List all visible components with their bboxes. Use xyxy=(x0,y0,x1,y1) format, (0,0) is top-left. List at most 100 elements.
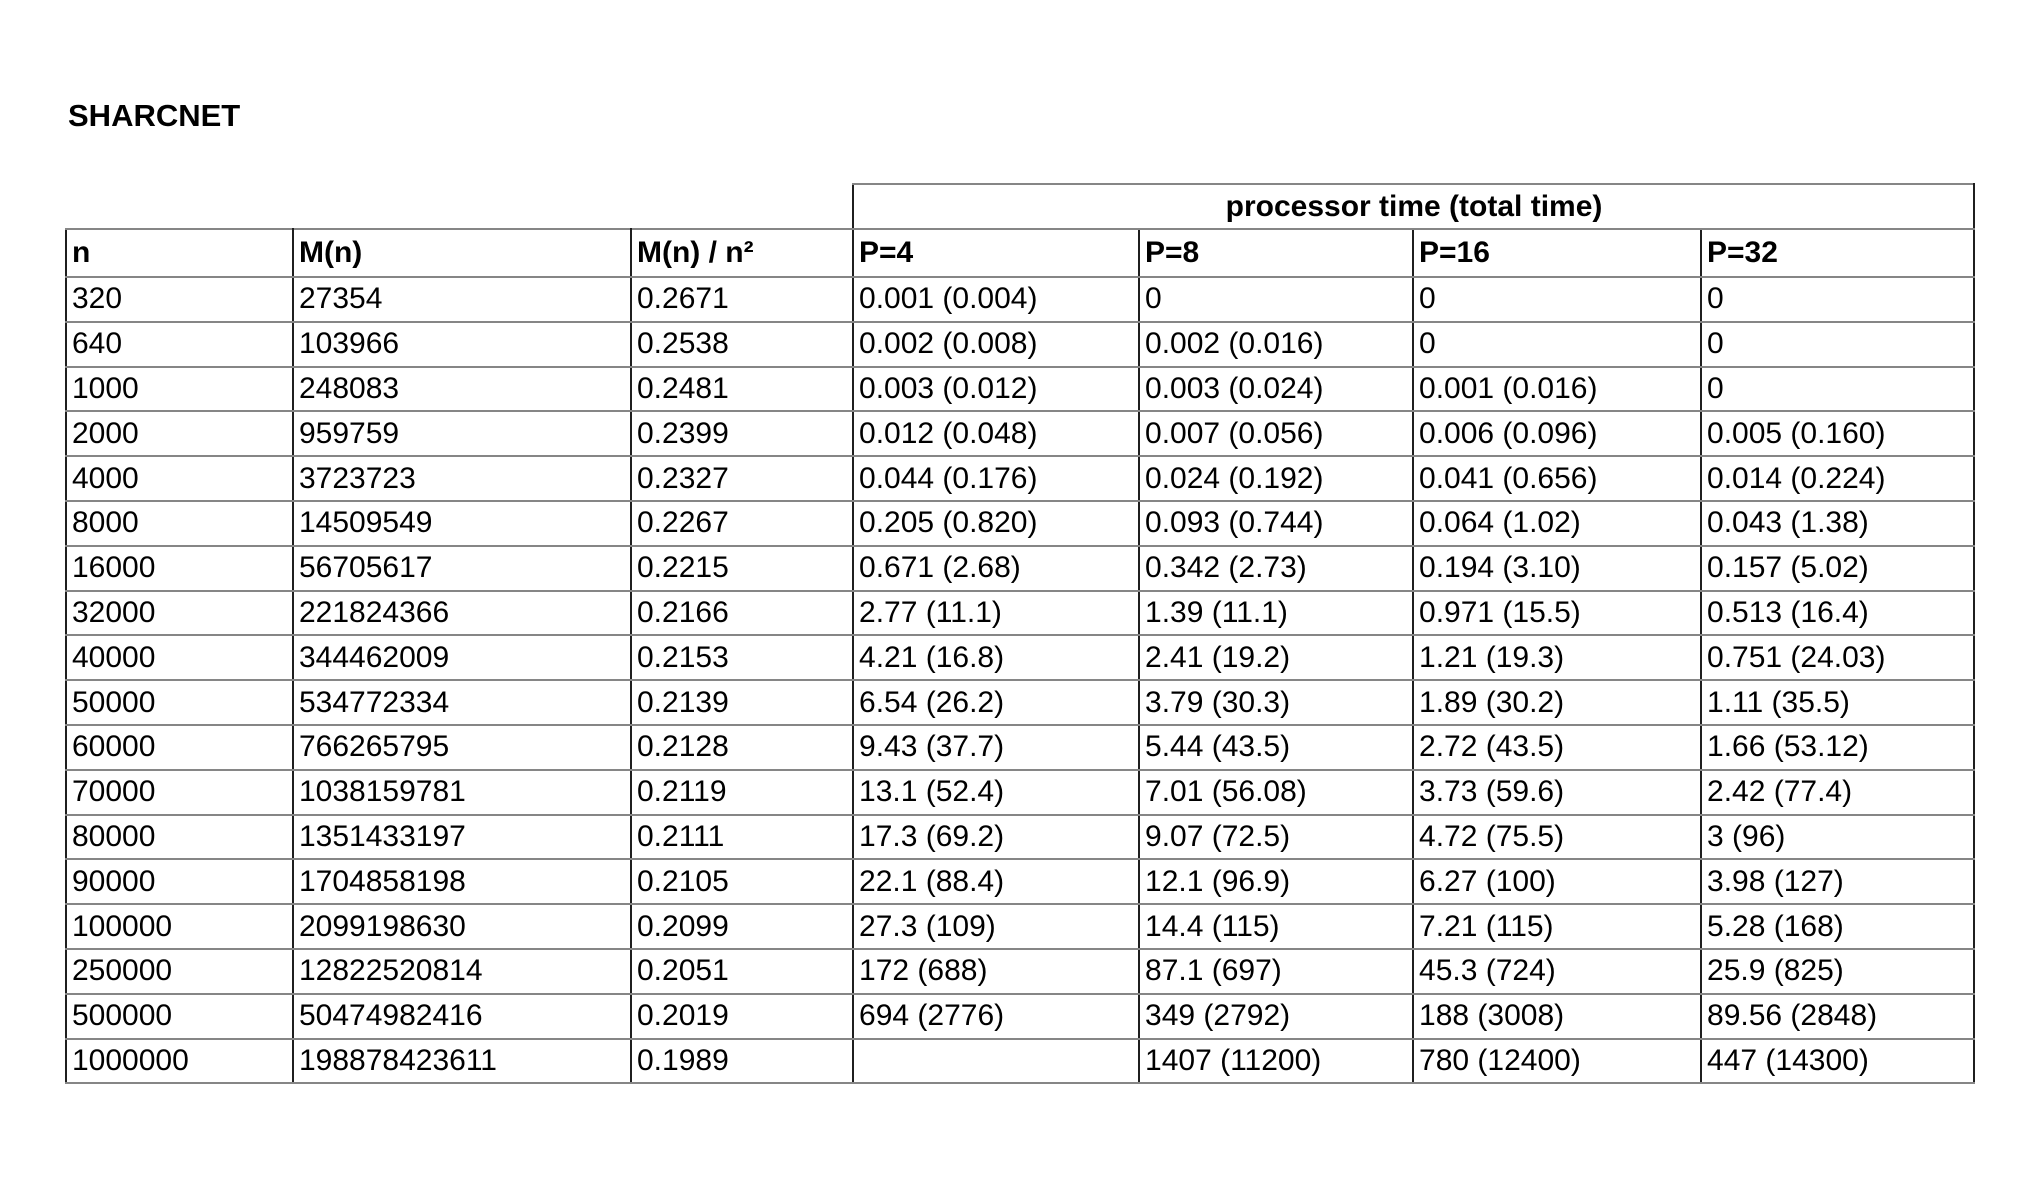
cell: 172 (688) xyxy=(852,947,1141,995)
column-header-row: n M(n) M(n) / n² P=4 P=8 P=16 P=32 xyxy=(65,228,1976,278)
cell: 0.157 (5.02) xyxy=(1700,544,1976,592)
cell: 8000 xyxy=(65,499,294,547)
cell: 0.2128 xyxy=(629,723,855,771)
cell: 0 xyxy=(1700,365,1976,413)
cell: 100000 xyxy=(65,903,294,950)
cell: 0.001 (0.016) xyxy=(1412,365,1703,413)
cell: 0.2327 xyxy=(629,455,855,502)
cell: 0.194 (3.10) xyxy=(1412,544,1703,592)
cell: 9.07 (72.5) xyxy=(1138,813,1415,861)
cell: 188 (3008) xyxy=(1412,992,1703,1040)
cell: 198878423611 xyxy=(292,1037,632,1085)
table-row: 8000 14509549 0.2267 0.205 (0.820) 0.093 (0.… xyxy=(65,499,1976,547)
cell: 0 xyxy=(1700,276,1976,323)
cell: 45.3 (724) xyxy=(1412,947,1703,995)
cell: 1.66 (53.12) xyxy=(1700,723,1976,771)
cell: 4.21 (16.8) xyxy=(852,634,1141,682)
cell: 0 xyxy=(1700,320,1976,368)
cell: 344462009 xyxy=(292,634,632,682)
cell: 12822520814 xyxy=(292,947,632,995)
cell: 0.012 (0.048) xyxy=(852,410,1141,458)
cell: 6.54 (26.2) xyxy=(852,679,1141,726)
cell: 1351433197 xyxy=(292,813,632,861)
cell: 959759 xyxy=(292,410,632,458)
page-title: SHARCNET xyxy=(68,98,241,133)
cell: 32000 xyxy=(65,589,294,637)
cell: 0.2481 xyxy=(629,365,855,413)
cell: 4000 xyxy=(65,455,294,502)
cell: 0.003 (0.012) xyxy=(852,365,1141,413)
cell: 1704858198 xyxy=(292,858,632,906)
cell: 0.024 (0.192) xyxy=(1138,455,1415,502)
cell: 1.21 (19.3) xyxy=(1412,634,1703,682)
cell: 3.98 (127) xyxy=(1700,858,1976,906)
table-row: 16000 56705617 0.2215 0.671 (2.68) 0.342 (2.… xyxy=(65,544,1976,592)
cell: 2000 xyxy=(65,410,294,458)
cell: 0.2105 xyxy=(629,858,855,906)
cell: 0.2267 xyxy=(629,499,855,547)
cell: 0 xyxy=(1412,320,1703,368)
cell: 0.041 (0.656) xyxy=(1412,455,1703,502)
table-row: 40000 344462009 0.2153 4.21 (16.8) 2.41 (19.… xyxy=(65,634,1976,682)
cell: 1407 (11200) xyxy=(1138,1037,1415,1085)
cell: 0.006 (0.096) xyxy=(1412,410,1703,458)
cell: 0.2019 xyxy=(629,992,855,1040)
cell: 0.044 (0.176) xyxy=(852,455,1141,502)
column-header-2: M(n) / n² xyxy=(629,228,855,278)
cell: 3 (96) xyxy=(1700,813,1976,861)
cell: 0.971 (15.5) xyxy=(1412,589,1703,637)
cell: 3.73 (59.6) xyxy=(1412,768,1703,816)
column-header-5: P=16 xyxy=(1412,228,1703,278)
table-row: 320 27354 0.2671 0.001 (0.004) 0 0 0 xyxy=(65,276,1976,323)
cell: 6.27 (100) xyxy=(1412,858,1703,906)
column-header-0: n xyxy=(65,228,294,278)
table-row: 60000 766265795 0.2128 9.43 (37.7) 5.44 (43.… xyxy=(65,723,1976,771)
cell: 0.007 (0.056) xyxy=(1138,410,1415,458)
cell: 7.21 (115) xyxy=(1412,903,1703,950)
cell: 0.2119 xyxy=(629,768,855,816)
cell: 0.2153 xyxy=(629,634,855,682)
table-row: 32000 221824366 0.2166 2.77 (11.1) 1.39 (11.… xyxy=(65,589,1976,637)
cell: 0.1989 xyxy=(629,1037,855,1085)
table-row: 100000 2099198630 0.2099 27.3 (109) 14.4 (11… xyxy=(65,903,1976,950)
cell: 1000 xyxy=(65,365,294,413)
cell: 766265795 xyxy=(292,723,632,771)
column-header-6: P=32 xyxy=(1700,228,1976,278)
cell: 7.01 (56.08) xyxy=(1138,768,1415,816)
cell: 12.1 (96.9) xyxy=(1138,858,1415,906)
cell: 2.72 (43.5) xyxy=(1412,723,1703,771)
table-row: 250000 12822520814 0.2051 172 (688) 87.1 (69… xyxy=(65,947,1976,995)
cell: 0.005 (0.160) xyxy=(1700,410,1976,458)
cell: 2.77 (11.1) xyxy=(852,589,1141,637)
cell: 3723723 xyxy=(292,455,632,502)
cell xyxy=(852,1037,1141,1085)
cell: 5.28 (168) xyxy=(1700,903,1976,950)
span-header-spacer xyxy=(66,184,854,229)
cell: 248083 xyxy=(292,365,632,413)
results-table: processor time (total time) n M(n) M(n) / … xyxy=(65,183,1976,1085)
cell: 221824366 xyxy=(292,589,632,637)
table-row: 90000 1704858198 0.2105 22.1 (88.4) 12.1 (96… xyxy=(65,858,1976,906)
cell: 50474982416 xyxy=(292,992,632,1040)
cell: 694 (2776) xyxy=(852,992,1141,1040)
cell: 640 xyxy=(65,320,294,368)
column-header-3: P=4 xyxy=(852,228,1141,278)
cell: 0.671 (2.68) xyxy=(852,544,1141,592)
cell: 0.513 (16.4) xyxy=(1700,589,1976,637)
cell: 1038159781 xyxy=(292,768,632,816)
cell: 16000 xyxy=(65,544,294,592)
cell: 103966 xyxy=(292,320,632,368)
cell: 0.2099 xyxy=(629,903,855,950)
column-header-1: M(n) xyxy=(292,228,632,278)
cell: 27354 xyxy=(292,276,632,323)
cell: 2.42 (77.4) xyxy=(1700,768,1976,816)
table-row: 500000 50474982416 0.2019 694 (2776) 349 (27… xyxy=(65,992,1976,1040)
cell: 89.56 (2848) xyxy=(1700,992,1976,1040)
processor-time-header: processor time (total time) xyxy=(852,183,1976,230)
table-body: 320 27354 0.2671 0.001 (0.004) 0 0 0 640 103966 0… xyxy=(65,276,1976,1085)
cell: 0.093 (0.744) xyxy=(1138,499,1415,547)
span-header-row: processor time (total time) xyxy=(66,183,1976,230)
cell: 3.79 (30.3) xyxy=(1138,679,1415,726)
cell: 2.41 (19.2) xyxy=(1138,634,1415,682)
cell: 70000 xyxy=(65,768,294,816)
